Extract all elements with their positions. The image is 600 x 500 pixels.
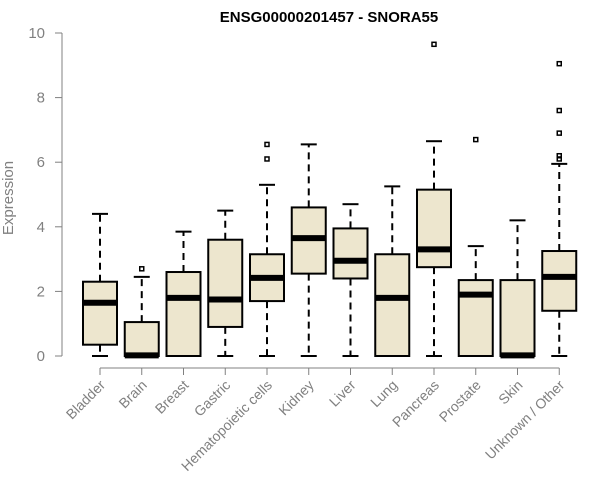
box-gastric: [207, 209, 244, 357]
x-tick-label: Liver: [326, 377, 359, 410]
iqr-box: [457, 279, 494, 357]
x-tick-label: Prostate: [436, 377, 484, 425]
y-axis: 0 2 4 6 8 10: [28, 25, 63, 365]
outlier-point: [431, 41, 437, 48]
x-tick-label: Bladder: [63, 377, 109, 423]
box-breast: [165, 230, 202, 357]
box-brain: [123, 266, 160, 359]
box-kidney: [290, 143, 327, 357]
iqr-box: [82, 280, 118, 346]
chart-title: ENSG00000201457 - SNORA55: [220, 9, 438, 26]
outlier-point: [556, 130, 562, 136]
y-tick-label: 0: [37, 348, 45, 365]
outlier-point: [264, 141, 270, 148]
outlier-point: [556, 60, 562, 67]
outlier-point: [264, 156, 270, 162]
y-tick-label: 2: [37, 283, 45, 300]
x-tick-label: Breast: [152, 377, 192, 417]
box-bladder: [82, 212, 118, 357]
iqr-box: [374, 253, 411, 358]
x-tick-label: Unknown / Other: [482, 377, 568, 463]
y-tick-label: 6: [37, 154, 45, 171]
box-pancreas: [416, 41, 452, 357]
box-unknown-other: [541, 60, 578, 357]
iqr-box: [416, 188, 452, 269]
outlier-point: [473, 136, 479, 143]
iqr-box: [207, 238, 244, 328]
x-tick-label: Brain: [115, 377, 149, 411]
iqr-box: [165, 271, 202, 357]
outlier-point: [556, 107, 562, 114]
x-tick-label: Skin: [495, 377, 526, 408]
box-lung: [374, 185, 411, 358]
iqr-box: [541, 250, 578, 312]
y-tick-label: 8: [37, 90, 45, 107]
outlier-point: [139, 266, 145, 272]
iqr-box: [499, 279, 536, 357]
boxes-group: [82, 41, 578, 359]
box-liver: [332, 203, 369, 357]
y-tick-label: 10: [28, 25, 45, 42]
box-prostate: [457, 136, 494, 357]
outlier-point: [556, 156, 562, 162]
iqr-box: [332, 227, 369, 280]
x-tick-label: Kidney: [275, 377, 317, 419]
iqr-box: [123, 321, 160, 357]
box-hematopoietic-cells: [249, 141, 285, 357]
box-skin: [499, 219, 536, 359]
y-axis-label: Expression: [0, 161, 17, 235]
x-tick-label: Lung: [367, 377, 400, 410]
outlier-point: [556, 152, 562, 159]
y-tick-label: 4: [37, 219, 45, 236]
